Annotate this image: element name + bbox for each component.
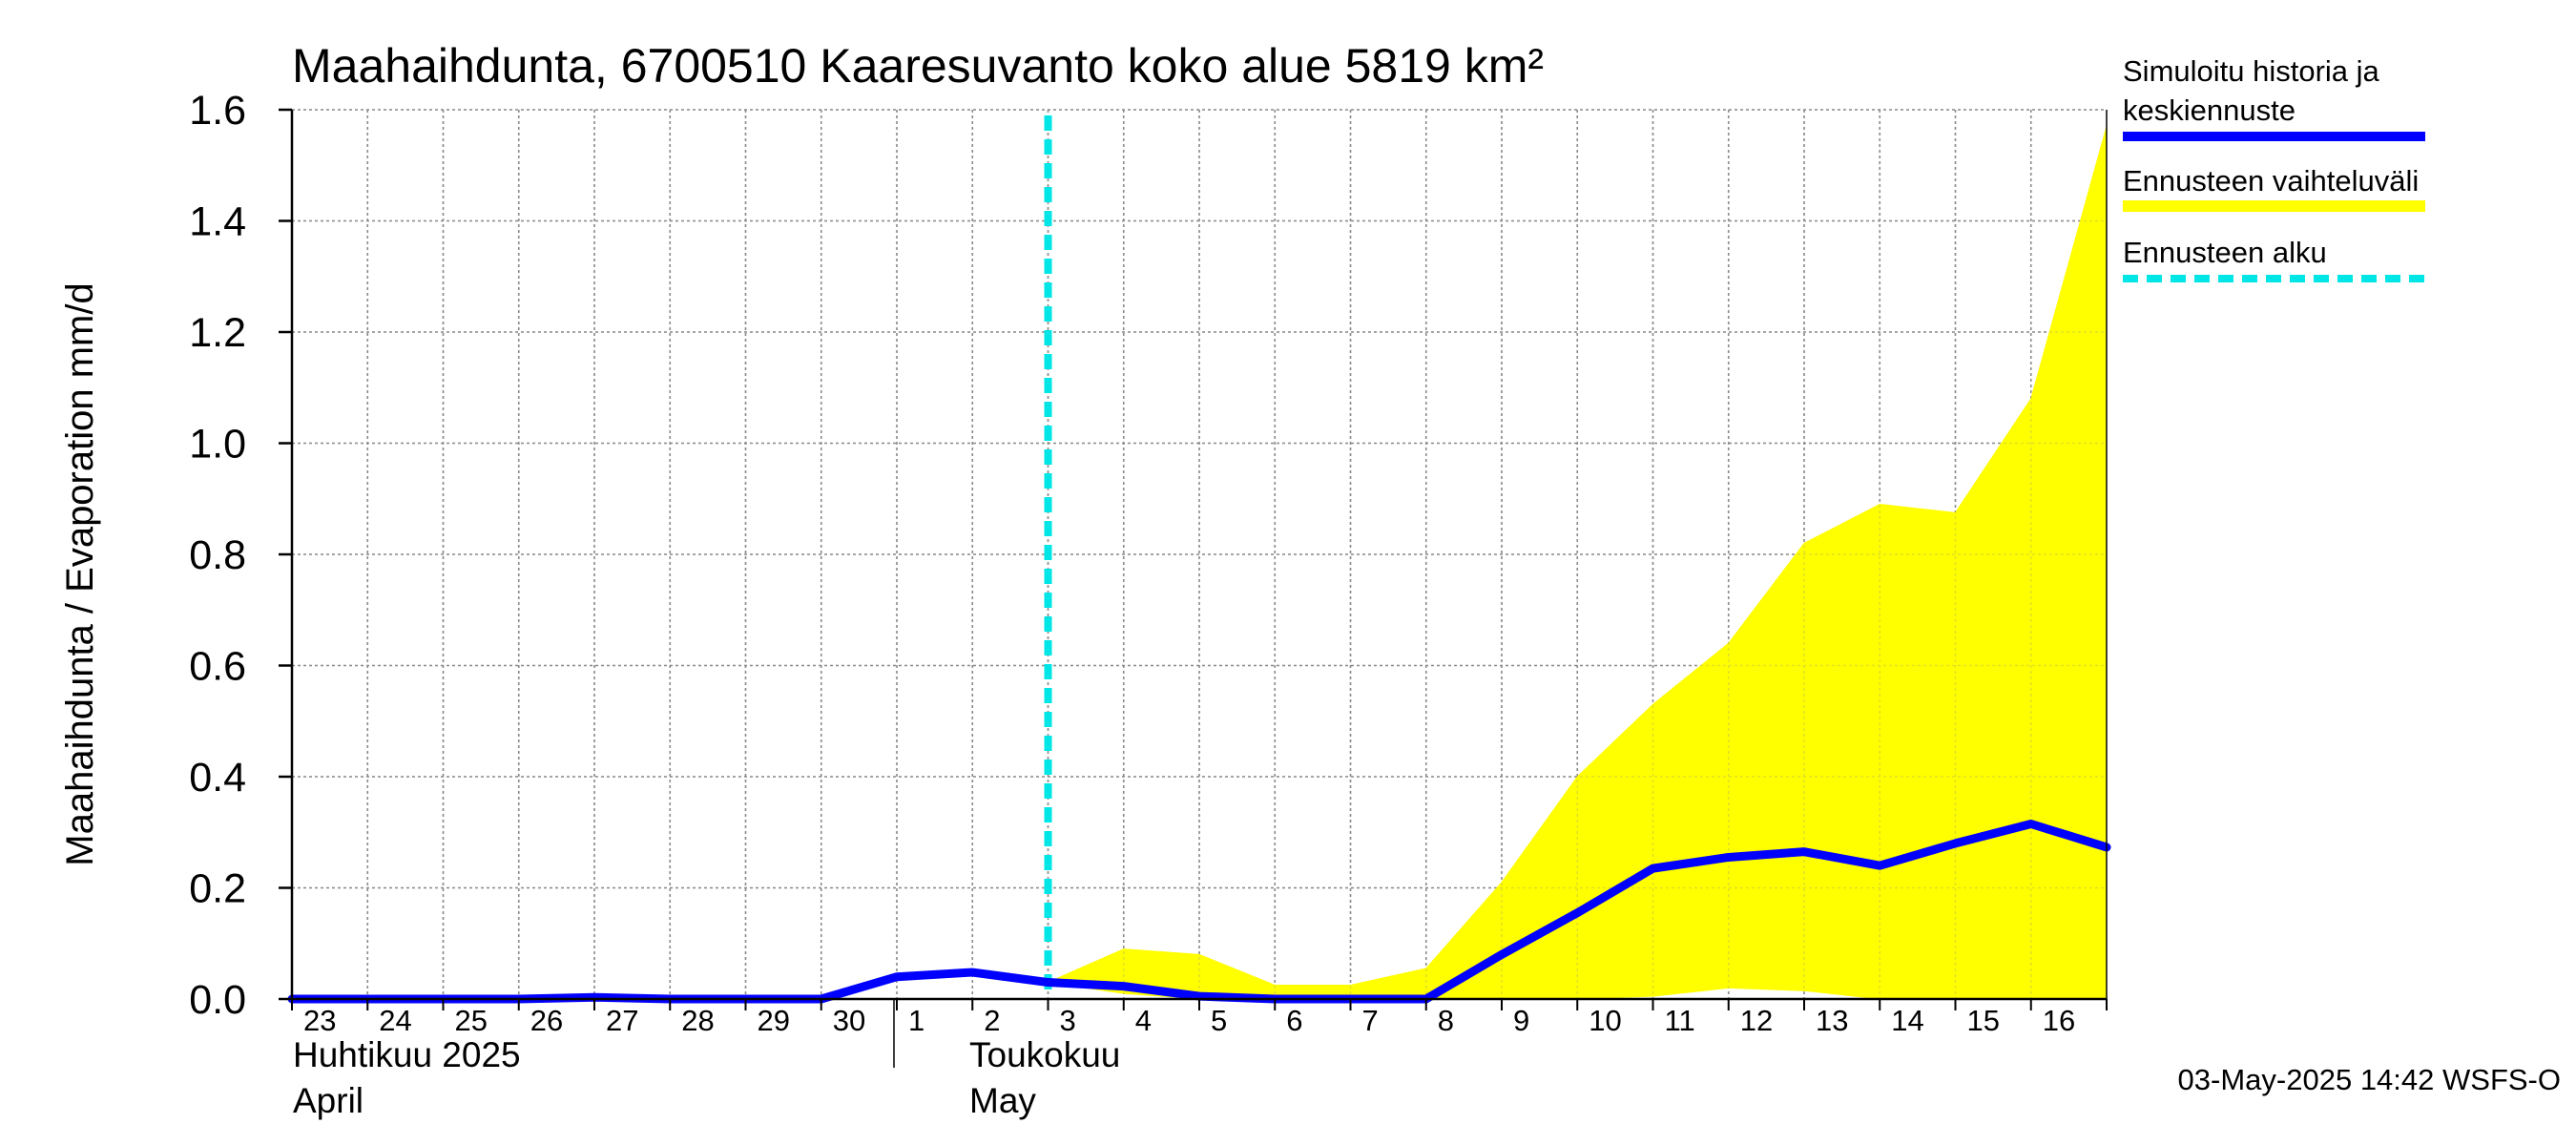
month-label-en: May xyxy=(969,1081,1036,1120)
legend-label-mean-line1: Simuloitu historia ja xyxy=(2123,54,2380,88)
x-ticks: 23 24 25 26 27 28 29 30 1 2 3 4 5 6 7 8 9 10 11 12 13 14 15 16 xyxy=(291,999,2108,1037)
x-tick-label: 16 xyxy=(2043,1004,2075,1037)
y-tick-label: 0.2 xyxy=(189,866,246,912)
x-tick-label: 26 xyxy=(530,1004,563,1037)
y-tick-label: 1.6 xyxy=(189,88,246,134)
month-label-fi: Huhtikuu 2025 xyxy=(293,1035,521,1074)
x-tick-label: 9 xyxy=(1513,1004,1529,1037)
footer-timestamp: 03-May-2025 14:42 WSFS-O xyxy=(2178,1063,2561,1096)
legend: Simuloitu historia ja keskiennuste Ennus… xyxy=(2123,54,2425,282)
y-tick-label: 1.2 xyxy=(189,310,246,356)
x-tick-label: 15 xyxy=(1967,1004,2000,1037)
x-tick-label: 3 xyxy=(1060,1004,1076,1037)
x-tick-label: 4 xyxy=(1135,1004,1152,1037)
x-tick-label: 29 xyxy=(758,1004,790,1037)
x-tick-label: 30 xyxy=(833,1004,865,1037)
x-tick-label: 28 xyxy=(681,1004,714,1037)
month-label-fi: Toukokuu xyxy=(969,1035,1120,1074)
x-tick-label: 12 xyxy=(1740,1004,1773,1037)
series-line-mean xyxy=(287,820,2111,1004)
x-tick-label: 8 xyxy=(1438,1004,1454,1037)
x-tick-label: 6 xyxy=(1286,1004,1302,1037)
x-tick-label: 24 xyxy=(379,1004,411,1037)
y-tick-label: 0.6 xyxy=(189,644,246,690)
y-ticks: 0.0 0.2 0.4 0.6 0.8 1.0 1.2 1.4 1.6 xyxy=(189,88,292,1023)
month-label-en: April xyxy=(293,1081,364,1120)
x-tick-label: 7 xyxy=(1362,1004,1379,1037)
x-tick-label: 13 xyxy=(1816,1004,1848,1037)
legend-label-mean-line2: keskiennuste xyxy=(2123,94,2296,127)
x-tick-label: 23 xyxy=(303,1004,336,1037)
legend-label-range: Ennusteen vaihteluväli xyxy=(2123,164,2419,198)
y-tick-label: 0.8 xyxy=(189,532,246,578)
x-tick-label: 11 xyxy=(1665,1004,1695,1037)
x-tick-label: 1 xyxy=(908,1004,924,1037)
grid-overlay xyxy=(292,109,2107,999)
y-tick-label: 1.0 xyxy=(189,422,246,468)
y-tick-label: 0.4 xyxy=(189,755,246,801)
x-tick-label: 2 xyxy=(984,1004,1000,1037)
x-tick-label: 14 xyxy=(1891,1004,1923,1037)
x-tick-label: 5 xyxy=(1211,1004,1227,1037)
x-tick-label: 10 xyxy=(1589,1004,1621,1037)
chart-title: Maahaihdunta, 6700510 Kaaresuvanto koko … xyxy=(292,39,1544,93)
month-labels: Huhtikuu 2025 April Toukokuu May xyxy=(293,999,1120,1120)
y-tick-label: 0.0 xyxy=(189,977,246,1023)
y-tick-label: 1.4 xyxy=(189,199,246,245)
x-tick-label: 27 xyxy=(606,1004,638,1037)
x-tick-label: 25 xyxy=(455,1004,488,1037)
y-axis-label: Maahaihdunta / Evaporation mm/d xyxy=(59,282,101,865)
legend-label-forecast-start: Ennusteen alku xyxy=(2123,236,2327,269)
series-layer xyxy=(287,820,2111,1004)
